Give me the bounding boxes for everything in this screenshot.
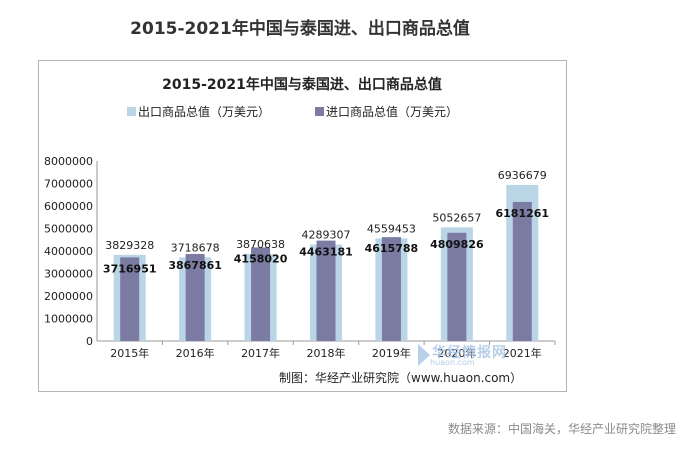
x-tick-label: 2016年 (176, 346, 215, 360)
x-tick-label: 2021年 (503, 346, 542, 360)
data-label-export: 3829328 (105, 239, 154, 252)
x-tick-label: 2019年 (372, 346, 411, 360)
chart-legend: 出口商品总值（万美元） 进口商品总值（万美元） (127, 104, 458, 119)
chart-credit: 制图：华经产业研究院（www.huaon.com） (279, 370, 522, 385)
legend-swatch-export (127, 107, 136, 116)
bar-import (120, 257, 140, 341)
bar-import (512, 201, 532, 341)
data-label-export: 3870638 (236, 238, 285, 251)
watermark-sub: huaon.com (430, 358, 475, 367)
y-tick-label: 3000000 (44, 268, 93, 281)
bar-import (185, 253, 205, 341)
bar-import (447, 232, 467, 341)
bar-chart: 2015-2021年中国与泰国进、出口商品总值 出口商品总值（万美元） 进口商品… (44, 76, 556, 385)
data-label-export: 4289307 (302, 228, 351, 241)
y-tick-label: 5000000 (44, 223, 93, 236)
watermark: 华经情报网 (432, 345, 507, 361)
page-title: 2015-2021年中国与泰国进、出口商品总值 (130, 19, 470, 39)
x-tick-label: 2015年 (110, 346, 149, 360)
y-tick-label: 4000000 (44, 245, 93, 258)
bar-import (251, 247, 271, 341)
data-label-export: 4559453 (367, 222, 416, 235)
x-tick-label: 2018年 (307, 346, 346, 360)
data-label-import: 3867861 (168, 259, 222, 272)
source-note: 数据来源：中国海关，华经产业研究院整理 (447, 422, 676, 436)
watermark-logo-icon (418, 344, 430, 366)
legend-swatch-import (315, 107, 324, 116)
data-label-import: 4809826 (430, 238, 484, 251)
data-label-import: 3716951 (103, 262, 157, 275)
bar-import (316, 240, 336, 341)
y-tick-label: 0 (86, 335, 93, 348)
y-tick-label: 7000000 (44, 178, 93, 191)
data-label-export: 5052657 (432, 211, 481, 224)
x-tick-label: 2020年 (437, 346, 476, 360)
y-tick-label: 2000000 (44, 290, 93, 303)
data-label-import: 4615788 (365, 242, 419, 255)
legend-label-export: 出口商品总值（万美元） (138, 104, 270, 119)
chart-frame: 2015-2021年中国与泰国进、出口商品总值 出口商品总值（万美元） 进口商品… (38, 60, 567, 392)
y-tick-label: 1000000 (44, 313, 93, 326)
y-tick-label: 6000000 (44, 200, 93, 213)
data-label-export: 3718678 (171, 241, 220, 254)
data-label-import: 4463181 (299, 246, 353, 259)
x-tick-label: 2017年 (241, 346, 280, 360)
data-label-export: 6936679 (498, 169, 547, 182)
data-label-import: 4158020 (234, 252, 288, 265)
y-tick-label: 8000000 (44, 155, 93, 168)
legend-label-import: 进口商品总值（万美元） (326, 104, 458, 119)
chart-title: 2015-2021年中国与泰国进、出口商品总值 (162, 76, 442, 93)
bar-import (381, 237, 401, 341)
data-label-import: 6181261 (495, 207, 549, 220)
